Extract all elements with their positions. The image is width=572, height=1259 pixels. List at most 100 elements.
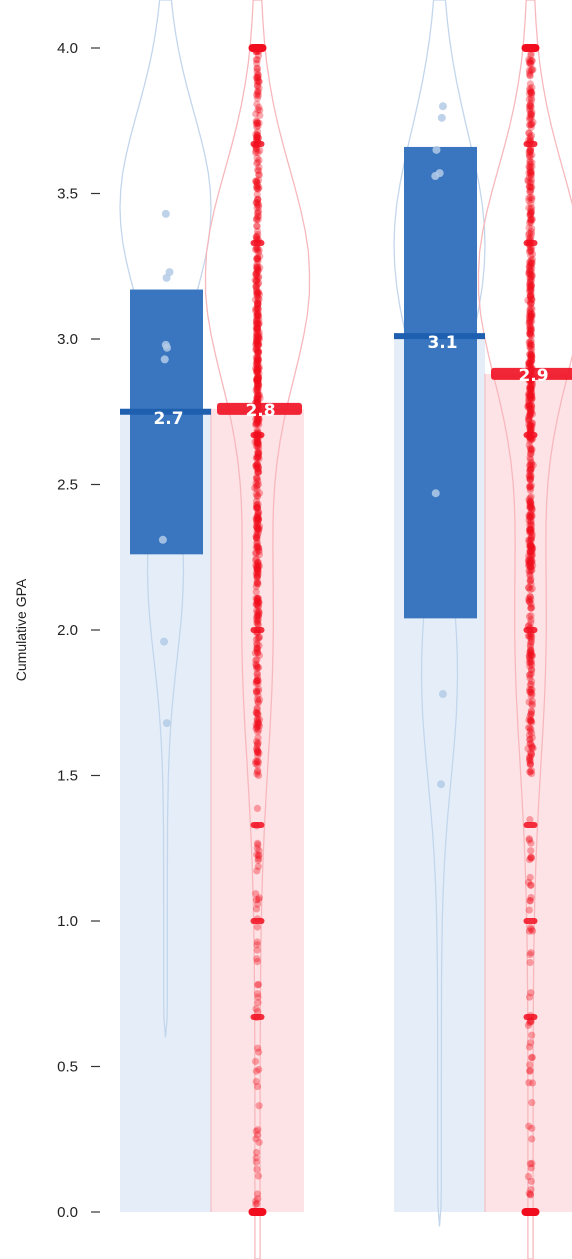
red-data-point	[253, 606, 261, 615]
red-data-point	[527, 638, 535, 646]
red-data-point	[526, 648, 534, 656]
red-data-point	[254, 280, 262, 288]
red-data-point	[253, 504, 262, 512]
red-data-point	[254, 367, 262, 375]
red-data-point	[528, 1124, 536, 1132]
red-data-point	[525, 389, 533, 398]
red-data-point	[254, 90, 262, 98]
red-data-point	[253, 955, 261, 963]
red-data-point	[253, 268, 261, 277]
red-data-point	[527, 171, 535, 179]
red-data-point	[527, 256, 535, 265]
red-data-point	[526, 562, 534, 570]
red-data-point	[254, 267, 262, 275]
red-data-point	[526, 472, 534, 480]
red-data-point	[526, 412, 534, 420]
red-data-point	[252, 73, 260, 82]
red-data-point	[526, 483, 534, 491]
red-data-point	[253, 661, 261, 669]
red-data-point	[255, 634, 263, 642]
red-data-point	[525, 413, 533, 421]
red-data-point	[252, 340, 260, 349]
red-data-point	[254, 570, 262, 579]
red-data-point	[525, 360, 533, 368]
red-data-point	[252, 287, 261, 295]
red-data-point	[526, 761, 534, 769]
red-data-point	[526, 646, 535, 654]
red-data-point	[528, 585, 536, 593]
red-data-point	[254, 500, 262, 508]
red-data-point	[526, 482, 534, 490]
red-data-point	[253, 523, 261, 531]
red-data-point	[254, 747, 262, 755]
red-data-point	[527, 604, 535, 612]
red-data-point	[255, 246, 263, 254]
red-data-point	[526, 502, 535, 510]
red-data-point	[254, 122, 262, 130]
red-data-point	[527, 120, 536, 129]
red-data-point	[255, 171, 263, 179]
red-data-point	[526, 146, 534, 155]
red-data-point	[254, 561, 262, 570]
red-data-point	[255, 1065, 263, 1074]
red-data-point	[528, 652, 536, 660]
red-data-point	[253, 316, 261, 324]
red-data-point	[526, 577, 534, 585]
red-data-point	[254, 558, 262, 566]
red-data-point	[521, 44, 540, 52]
red-data-point	[255, 609, 263, 618]
red-data-point	[527, 1164, 535, 1172]
red-data-point	[255, 1048, 263, 1056]
red-data-point	[253, 460, 262, 469]
red-data-point	[527, 146, 535, 154]
red-data-point	[253, 365, 261, 373]
red-data-point	[526, 410, 534, 419]
red-data-point	[527, 686, 535, 694]
red-data-point	[252, 569, 260, 578]
red-data-point	[254, 373, 262, 381]
red-data-point	[526, 483, 534, 491]
red-data-point	[252, 305, 260, 313]
red-data-point	[527, 216, 535, 224]
y-axis: 0.0 0.5 1.0 1.5 2.0 2.5 3.0 3.5 4.0	[57, 40, 100, 1221]
red-data-point	[255, 163, 263, 171]
red-data-point	[254, 526, 263, 534]
red-data-point	[526, 102, 535, 110]
red-data-point	[526, 513, 534, 521]
red-data-point	[253, 234, 261, 242]
red-data-point	[253, 804, 262, 813]
red-data-point	[253, 338, 262, 346]
red-data-point	[523, 1014, 538, 1021]
red-data-point	[254, 216, 262, 224]
red-data-point	[252, 453, 261, 461]
red-data-point	[254, 734, 262, 742]
red-data-point	[254, 568, 262, 576]
red-data-point	[253, 485, 261, 493]
blue-data-point	[162, 719, 171, 728]
red-data-point	[528, 271, 536, 280]
red-data-point	[252, 473, 261, 481]
red-data-point	[525, 555, 533, 563]
red-data-point	[254, 341, 263, 349]
red-data-point	[526, 873, 534, 882]
red-data-point	[253, 385, 261, 393]
red-data-point	[526, 306, 534, 314]
red-data-point	[253, 481, 261, 489]
red-data-point	[526, 950, 534, 959]
red-data-point	[254, 419, 262, 427]
red-data-point	[525, 183, 534, 191]
red-data-point	[527, 498, 535, 506]
red-data-point	[526, 69, 534, 77]
red-data-point	[254, 106, 262, 114]
red-data-point	[252, 582, 260, 591]
red-data-point	[526, 688, 534, 696]
red-data-point	[526, 548, 534, 556]
red-data-point	[526, 258, 534, 266]
red-data-point	[526, 924, 535, 932]
red-data-point	[523, 141, 538, 148]
red-data-point	[529, 744, 537, 752]
red-data-point	[527, 273, 535, 281]
red-data-point	[526, 897, 534, 905]
red-data-point	[528, 90, 536, 99]
red-data-point	[253, 59, 261, 68]
